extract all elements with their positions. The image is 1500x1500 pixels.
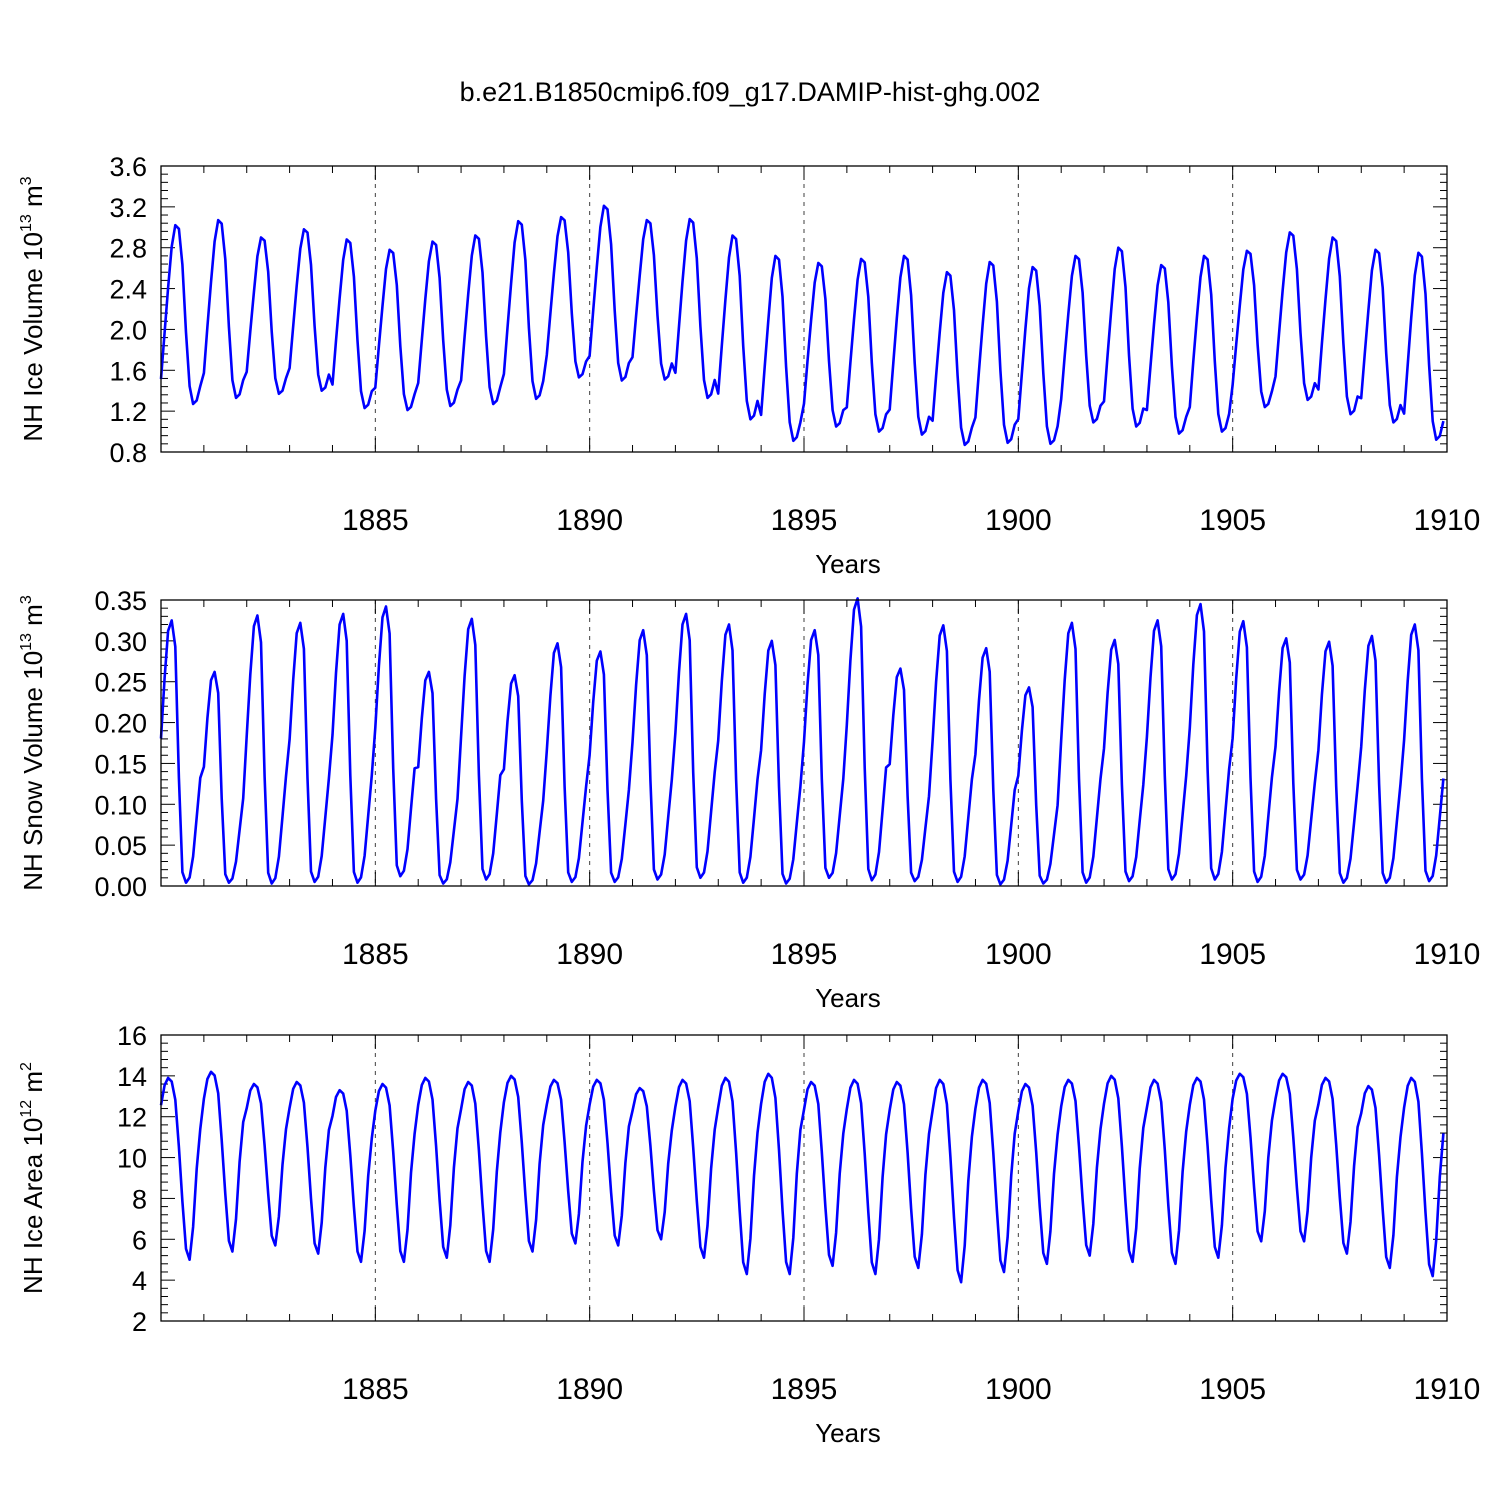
plot-frame (160, 1034, 1448, 1322)
y-tick-label: 2.8 (109, 234, 147, 264)
x-tick-label: 1900 (985, 1373, 1052, 1406)
series-line (159, 597, 1445, 886)
x-tick-label: 1895 (771, 504, 838, 537)
x-tick-label: 1905 (1199, 1373, 1266, 1406)
y-tick-label: 4 (132, 1266, 147, 1296)
y-tick-label: 8 (132, 1184, 147, 1214)
panels: 0.8 1.2 1.6 2.0 2.4 2.8 3.2 3.6 1885 1890 1895 1900… (18, 152, 1480, 1448)
x-tick-label: 1895 (771, 938, 838, 971)
panel-1: 0.8 1.2 1.6 2.0 2.4 2.8 3.2 3.6 1885 1890 1895 1900… (18, 152, 1480, 579)
y-tick-label: 2.4 (109, 275, 147, 305)
x-tick-label: 1910 (1414, 938, 1481, 971)
y-axis-title: NH Ice Volume 1013 m3 (18, 176, 48, 441)
plot-frame (160, 165, 1448, 453)
x-tick-label: 1895 (771, 1373, 838, 1406)
x-tick-label: 1890 (556, 1373, 623, 1406)
x-axis-title: Years (815, 1418, 881, 1448)
y-axis-title: NH Snow Volume 1013 m3 (18, 595, 48, 891)
x-tick-label: 1910 (1414, 1373, 1481, 1406)
x-tick-label: 1885 (342, 504, 409, 537)
y-tick-label: 10 (117, 1144, 147, 1174)
x-tick-label: 1905 (1199, 504, 1266, 537)
y-tick-label: 14 (117, 1062, 147, 1092)
y-tick-label: 3.6 (109, 152, 147, 182)
y-tick-label: 0.35 (94, 586, 147, 616)
y-tick-label: 2 (132, 1307, 147, 1337)
y-tick-label: 0.25 (94, 668, 147, 698)
y-tick-label: 2.0 (109, 315, 147, 345)
x-tick-label: 1900 (985, 504, 1052, 537)
y-tick-label: 0.30 (94, 627, 147, 657)
x-tick-label: 1885 (342, 938, 409, 971)
panel-2: 0.00 0.05 0.10 0.15 0.20 0.25 0.30 0.35 1885 1890… (18, 586, 1480, 1013)
chart-title: b.e21.B1850cmip6.f09_g17.DAMIP-hist-ghg.… (460, 77, 1041, 107)
y-tick-label: 6 (132, 1225, 147, 1255)
series-line (159, 1070, 1445, 1284)
x-tick-label: 1905 (1199, 938, 1266, 971)
panel-3: 2 4 6 8 10 12 14 16 1885 1890 1895 1900 1905 1910 Year… (18, 1021, 1480, 1448)
y-tick-label: 3.2 (109, 193, 147, 223)
y-tick-label: 0.15 (94, 749, 147, 779)
y-axis-title: NH Ice Area 1012 m2 (18, 1062, 48, 1294)
y-tick-label: 16 (117, 1021, 147, 1051)
y-tick-label: 0.8 (109, 438, 147, 468)
x-tick-label: 1890 (556, 504, 623, 537)
x-axis-title: Years (815, 983, 881, 1013)
y-tick-label: 0.00 (94, 872, 147, 902)
x-tick-label: 1910 (1414, 504, 1481, 537)
y-tick-label: 0.10 (94, 790, 147, 820)
series-line (159, 204, 1445, 447)
y-tick-label: 0.20 (94, 709, 147, 739)
y-tick-label: 12 (117, 1103, 147, 1133)
x-axis-title: Years (815, 549, 881, 579)
x-tick-label: 1890 (556, 938, 623, 971)
x-tick-label: 1885 (342, 1373, 409, 1406)
y-tick-label: 1.6 (109, 356, 147, 386)
x-tick-label: 1900 (985, 938, 1052, 971)
y-tick-label: 1.2 (109, 397, 147, 427)
y-tick-label: 0.05 (94, 831, 147, 861)
plot-frame (160, 599, 1448, 887)
